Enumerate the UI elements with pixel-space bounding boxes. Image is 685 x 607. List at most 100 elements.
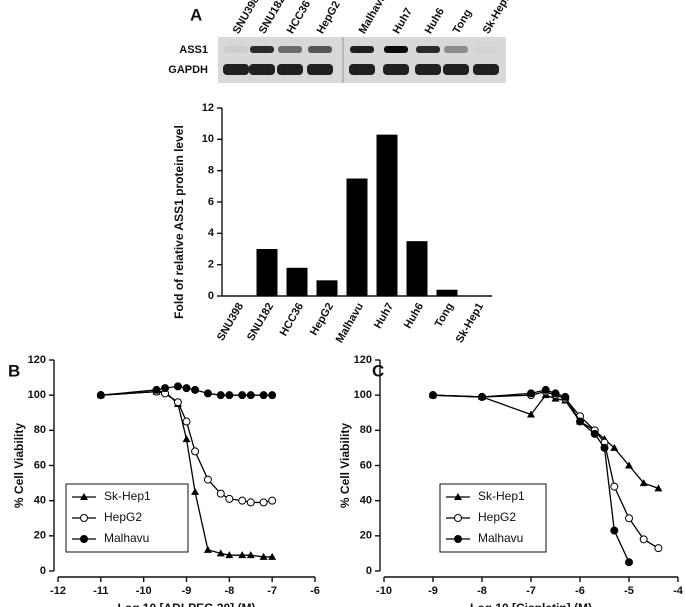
blot-lane-label: HCC36 bbox=[285, 0, 313, 36]
blot-lane-label: Tong bbox=[451, 7, 474, 36]
y-tick-label: 60 bbox=[34, 459, 46, 471]
data-point bbox=[173, 382, 182, 391]
blot-band bbox=[278, 46, 302, 53]
blot-band bbox=[473, 64, 499, 75]
blot-band bbox=[383, 64, 409, 75]
legend-label: HepG2 bbox=[104, 510, 142, 524]
x-axis-label: Log 10 [Cisplatin] (M) bbox=[470, 601, 592, 607]
y-tick-label: 100 bbox=[28, 389, 46, 401]
y-tick-label: 4 bbox=[208, 227, 215, 239]
bar bbox=[346, 178, 368, 296]
data-point bbox=[429, 391, 437, 400]
y-tick-label: 60 bbox=[360, 459, 372, 471]
x-tick-label: -9 bbox=[428, 585, 438, 597]
legend-marker bbox=[80, 535, 88, 543]
blot-band bbox=[349, 64, 375, 75]
legend-marker bbox=[80, 514, 88, 522]
x-tick-label: -7 bbox=[526, 585, 536, 597]
x-tick-label: -12 bbox=[50, 585, 66, 597]
data-point bbox=[639, 479, 648, 487]
y-tick-label: 6 bbox=[208, 196, 214, 208]
x-tick-label: -5 bbox=[624, 585, 634, 597]
blot-band bbox=[416, 46, 440, 53]
legend-label: HepG2 bbox=[478, 510, 516, 524]
data-point bbox=[625, 514, 633, 523]
y-tick-label: 0 bbox=[208, 290, 214, 302]
bar bbox=[316, 280, 338, 296]
blot-band bbox=[224, 46, 248, 53]
blot-lane-label: Huh7 bbox=[391, 6, 415, 36]
y-tick-label: 40 bbox=[360, 495, 372, 507]
data-point bbox=[216, 489, 225, 498]
blot-band bbox=[350, 46, 374, 53]
blot-band bbox=[415, 64, 441, 75]
data-point bbox=[216, 549, 225, 557]
bar bbox=[376, 134, 398, 296]
data-point bbox=[246, 498, 255, 507]
data-point bbox=[551, 389, 560, 398]
data-point bbox=[625, 558, 633, 567]
blot-lane-label: Sk-Hep1 bbox=[481, 0, 513, 36]
data-point bbox=[527, 410, 535, 418]
data-point bbox=[216, 391, 225, 400]
y-axis-label: % Cell Viability bbox=[338, 423, 352, 508]
x-tick-label: -8 bbox=[224, 585, 234, 597]
y-tick-label: 0 bbox=[40, 565, 46, 577]
blot-band bbox=[249, 64, 275, 75]
blot-band bbox=[307, 64, 333, 75]
data-point bbox=[478, 392, 486, 401]
y-tick-label: 20 bbox=[34, 530, 46, 542]
panel-label: C bbox=[372, 361, 384, 380]
data-point bbox=[203, 389, 212, 398]
data-point bbox=[225, 551, 234, 559]
y-tick-label: 120 bbox=[28, 354, 46, 366]
bar bbox=[406, 241, 428, 296]
legend-label: Sk-Hep1 bbox=[478, 489, 525, 503]
data-point bbox=[191, 447, 200, 456]
x-tick-label: -7 bbox=[267, 585, 277, 597]
y-tick-label: 20 bbox=[360, 530, 372, 542]
y-tick-label: 40 bbox=[34, 495, 46, 507]
data-point bbox=[161, 384, 170, 393]
data-point bbox=[152, 385, 161, 394]
data-point bbox=[268, 552, 277, 560]
blot-row-label: ASS1 bbox=[179, 44, 208, 56]
fit-line bbox=[432, 394, 659, 489]
blot-band bbox=[277, 64, 303, 75]
y-tick-label: 10 bbox=[202, 133, 214, 145]
blot-band bbox=[250, 46, 274, 53]
x-tick-label: Tong bbox=[433, 301, 456, 330]
blot-band bbox=[308, 46, 332, 53]
legend-label: Malhavu bbox=[478, 531, 523, 545]
data-point bbox=[246, 551, 255, 559]
x-tick-label: HepG2 bbox=[308, 301, 336, 338]
y-tick-label: 2 bbox=[208, 259, 214, 271]
y-axis-label: % Cell Viability bbox=[12, 423, 26, 508]
x-axis-label: Log 10 [ADI-PEG 20] (M) bbox=[117, 601, 255, 607]
y-tick-label: 0 bbox=[366, 565, 372, 577]
x-tick-label: -6 bbox=[575, 585, 585, 597]
bar bbox=[436, 289, 458, 296]
data-point bbox=[654, 544, 663, 553]
data-point bbox=[654, 484, 663, 492]
legend-label: Malhavu bbox=[104, 531, 149, 545]
data-point bbox=[268, 496, 277, 505]
blot-lane-label: SNU182 bbox=[257, 0, 288, 36]
y-tick-label: 12 bbox=[202, 102, 214, 114]
x-tick-label: Sk-Hep1 bbox=[454, 301, 486, 345]
data-point bbox=[541, 385, 550, 394]
legend-marker bbox=[454, 514, 462, 522]
data-point bbox=[576, 417, 584, 426]
blot-band bbox=[384, 46, 408, 53]
data-point bbox=[96, 391, 105, 400]
legend-marker bbox=[80, 493, 88, 500]
data-point bbox=[238, 391, 247, 400]
blot-band bbox=[443, 64, 469, 75]
data-point bbox=[238, 496, 247, 505]
x-tick-label: -6 bbox=[310, 585, 320, 597]
x-tick-label: -11 bbox=[93, 585, 108, 597]
x-tick-label: Huh6 bbox=[402, 301, 426, 331]
blot-band bbox=[223, 64, 249, 75]
x-tick-label: Huh7 bbox=[372, 301, 396, 331]
